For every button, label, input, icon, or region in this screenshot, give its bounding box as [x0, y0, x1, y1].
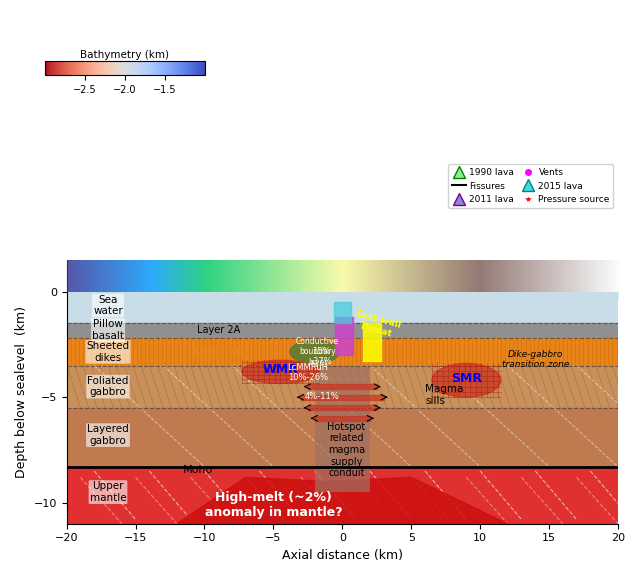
Text: SMR: SMR [451, 372, 482, 385]
Polygon shape [315, 366, 370, 492]
Bar [67, 323, 618, 338]
Bar [67, 408, 618, 467]
Text: Foliated
gabbro: Foliated gabbro [87, 376, 129, 398]
Title: Bathymetry (km): Bathymetry (km) [80, 50, 170, 60]
Text: Sea
water: Sea water [93, 295, 123, 316]
Polygon shape [177, 477, 508, 524]
Text: Layer 2B: Layer 2B [195, 347, 242, 357]
Polygon shape [432, 364, 500, 397]
Text: Dike-gabbro
transition zone: Dike-gabbro transition zone [502, 350, 569, 369]
Text: 4%-11%: 4%-11% [304, 392, 339, 401]
Bar [67, 292, 618, 323]
Text: East-wall
Throat: East-wall Throat [352, 309, 402, 340]
Text: Sheeted
dikes: Sheeted dikes [86, 341, 129, 362]
X-axis label: Axial distance (km): Axial distance (km) [282, 549, 403, 562]
Text: 15%
-37%: 15% -37% [311, 347, 333, 366]
Polygon shape [290, 340, 340, 364]
Y-axis label: Depth below sealevel  (km): Depth below sealevel (km) [15, 306, 28, 478]
Text: LcMMRuH
10%-26%: LcMMRuH 10%-26% [287, 363, 328, 383]
Text: WMR: WMR [262, 364, 298, 376]
Text: Pillow
basalt: Pillow basalt [92, 319, 124, 341]
Legend: 1990 lava, Fissures, 2011 lava, Vents, 2015 lava, Pressure source: 1990 lava, Fissures, 2011 lava, Vents, 2… [449, 164, 613, 208]
Text: High-melt (~2%)
anomaly in mantle?: High-melt (~2%) anomaly in mantle? [205, 491, 342, 519]
Text: Magma
sills: Magma sills [425, 384, 463, 406]
Text: Layer 2A: Layer 2A [196, 325, 240, 335]
Text: Hotspot
related
magma
supply
conduit: Hotspot related magma supply conduit [327, 422, 365, 478]
Text: Conductive
boundary
layer: Conductive boundary layer [296, 337, 339, 367]
Text: Upper
mantle: Upper mantle [90, 481, 126, 503]
Bar [67, 338, 618, 366]
Polygon shape [242, 360, 319, 384]
Text: Layered
gabbro: Layered gabbro [87, 424, 129, 446]
Bar [67, 366, 618, 408]
Text: Moho: Moho [182, 465, 212, 475]
Bar [67, 467, 618, 524]
